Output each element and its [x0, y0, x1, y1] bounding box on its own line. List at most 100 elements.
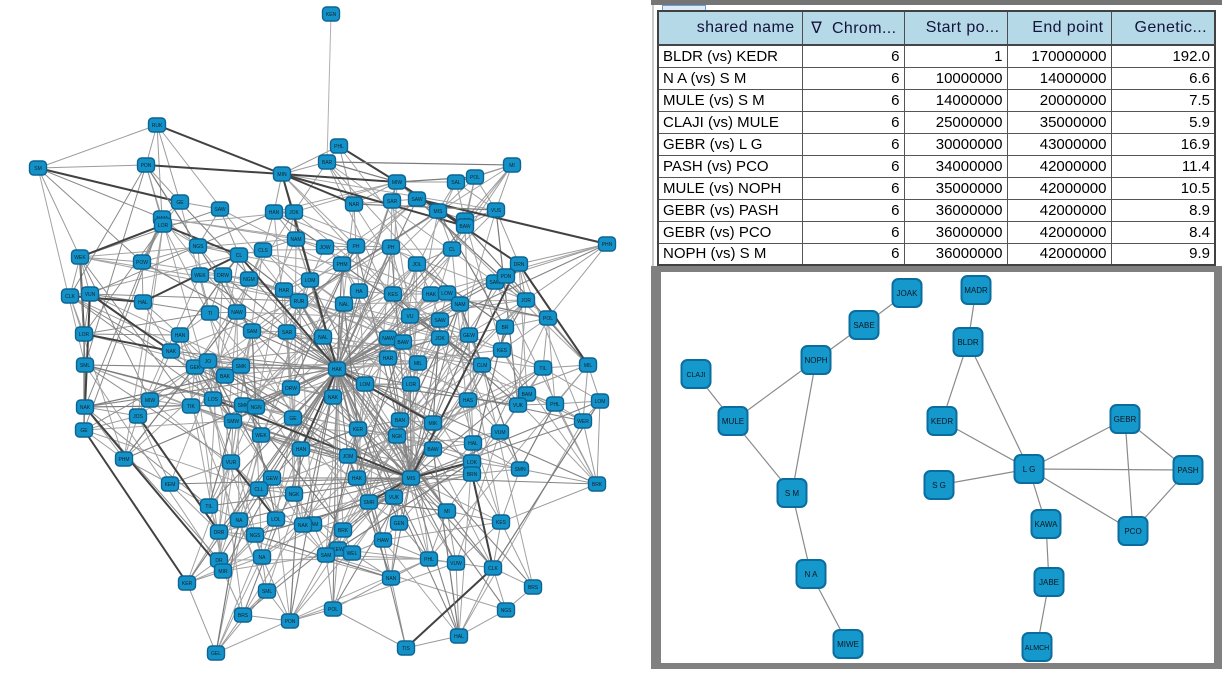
svg-text:NGS: NGS — [250, 533, 262, 539]
svg-text:MULE: MULE — [722, 417, 744, 426]
svg-text:SAL: SAL — [451, 180, 461, 186]
svg-text:CLL: CLL — [254, 487, 263, 493]
svg-text:HAN: HAN — [269, 210, 280, 216]
svg-text:VUR: VUR — [226, 460, 237, 466]
svg-text:PH: PH — [388, 245, 395, 251]
svg-text:SAR: SAR — [282, 330, 293, 336]
svg-text:DRR: DRR — [214, 530, 225, 536]
svg-text:BRS: BRS — [238, 613, 249, 619]
svg-text:BAM: BAM — [522, 392, 533, 398]
svg-text:VU: VU — [407, 314, 414, 320]
svg-text:JOK: JOK — [289, 210, 299, 216]
svg-text:HAW: HAW — [377, 538, 389, 544]
svg-text:JOW: JOW — [319, 245, 330, 251]
svg-text:PH: PH — [353, 244, 360, 250]
svg-text:BRN: BRN — [467, 472, 478, 478]
svg-text:SAM: SAM — [247, 329, 258, 335]
svg-text:WEK: WEK — [74, 255, 86, 261]
svg-text:GEK: GEK — [190, 365, 201, 371]
svg-text:POL: POL — [543, 316, 553, 322]
svg-text:SMK: SMK — [238, 403, 250, 409]
svg-text:KER: KER — [353, 427, 364, 433]
svg-text:GEW: GEW — [266, 476, 278, 482]
svg-text:TIL: TIL — [205, 504, 212, 510]
svg-text:LOM: LOM — [360, 382, 371, 388]
svg-text:SAM: SAM — [321, 553, 332, 559]
svg-text:BR: BR — [502, 325, 509, 331]
svg-text:MIK: MIK — [429, 421, 439, 427]
svg-text:POL: POL — [470, 175, 480, 181]
svg-text:HAK: HAK — [332, 367, 343, 373]
svg-text:PHM: PHM — [118, 457, 129, 463]
svg-text:PON: PON — [501, 274, 512, 280]
svg-text:TIK: TIK — [187, 404, 195, 410]
svg-text:VUS: VUS — [491, 208, 502, 214]
svg-text:NGN: NGN — [250, 405, 262, 411]
svg-text:NAK: NAK — [298, 523, 309, 529]
svg-text:NGK: NGK — [392, 434, 404, 440]
svg-text:NAK: NAK — [166, 349, 177, 355]
svg-text:MIL: MIL — [584, 363, 593, 369]
svg-text:POL: POL — [328, 607, 338, 613]
svg-text:KEW: KEW — [332, 547, 344, 553]
svg-text:HAR: HAR — [279, 288, 290, 294]
svg-text:NAK: NAK — [328, 395, 339, 401]
svg-text:VUN: VUN — [85, 292, 96, 298]
svg-text:SAW: SAW — [434, 318, 445, 324]
svg-text:MI: MI — [509, 163, 515, 169]
svg-text:CLAJI: CLAJI — [686, 372, 705, 379]
svg-text:HAK: HAK — [352, 476, 363, 482]
svg-text:KES: KES — [497, 348, 508, 354]
svg-text:S G: S G — [932, 481, 946, 490]
svg-text:CL: CL — [236, 253, 243, 259]
svg-text:HAN: HAN — [175, 333, 186, 339]
svg-text:JOL: JOL — [412, 262, 421, 268]
svg-text:NGK: NGK — [289, 492, 301, 498]
svg-text:LOK: LOK — [467, 460, 478, 466]
svg-text:BAR: BAR — [322, 160, 333, 166]
svg-text:SML: SML — [262, 589, 273, 595]
svg-text:GEW: GEW — [463, 333, 475, 339]
svg-text:POW: POW — [136, 260, 148, 266]
svg-text:NAW: NAW — [231, 310, 243, 316]
svg-text:BAK: BAK — [220, 374, 231, 380]
svg-text:LOS: LOS — [208, 397, 219, 403]
svg-text:HAS: HAS — [463, 398, 474, 404]
svg-text:BLDR: BLDR — [957, 338, 979, 347]
svg-text:S M: S M — [785, 489, 800, 498]
svg-text:KAWA: KAWA — [1035, 520, 1059, 529]
svg-text:CLM: CLM — [477, 363, 488, 369]
svg-text:VUK: VUK — [389, 495, 400, 501]
svg-text:HA: HA — [356, 289, 364, 295]
svg-text:JABE: JABE — [1039, 578, 1059, 587]
svg-text:NA: NA — [259, 555, 267, 561]
svg-text:BRS: BRS — [528, 585, 539, 591]
svg-text:NGM: NGM — [243, 277, 255, 283]
svg-text:SABE: SABE — [853, 321, 874, 330]
svg-text:NAL: NAL — [339, 302, 349, 308]
svg-text:DRN: DRN — [514, 262, 525, 268]
svg-text:LOM: LOM — [595, 399, 606, 405]
svg-text:BAW: BAW — [459, 224, 470, 230]
svg-text:MIN: MIN — [277, 172, 287, 178]
svg-text:DR: DR — [215, 558, 223, 564]
svg-text:CLS: CLS — [258, 248, 268, 254]
svg-text:PASH: PASH — [1177, 466, 1198, 475]
svg-text:WEK: WEK — [194, 273, 206, 279]
svg-text:PHM: PHM — [336, 262, 347, 268]
svg-text:N A: N A — [805, 570, 819, 579]
svg-text:NAL: NAL — [318, 335, 328, 341]
svg-text:JOS: JOS — [133, 414, 143, 420]
svg-text:KES: KES — [496, 520, 507, 526]
svg-text:PHL: PHL — [424, 557, 434, 563]
svg-text:LOR: LOR — [79, 332, 90, 338]
svg-text:NAW: NAW — [382, 336, 394, 342]
svg-text:KES: KES — [388, 292, 399, 298]
svg-text:SM: SM — [34, 166, 42, 172]
svg-text:NGS: NGS — [193, 244, 205, 250]
svg-text:CLK: CLK — [65, 294, 75, 300]
svg-text:NOPH: NOPH — [804, 356, 827, 365]
svg-text:RUR: RUR — [294, 299, 305, 305]
svg-text:PHL: PHL — [334, 144, 344, 150]
svg-text:NAN: NAN — [386, 576, 397, 582]
